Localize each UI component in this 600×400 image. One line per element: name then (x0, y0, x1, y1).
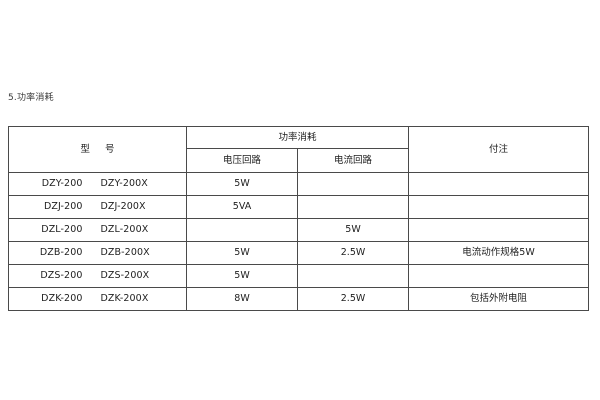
cell-model-base: DZB-200 (39, 247, 83, 258)
cell-voltage-circuit (186, 218, 298, 242)
column-header-model-label: 型 号 (80, 143, 121, 155)
cell-remark (408, 195, 590, 219)
cell-current-circuit (296, 195, 410, 219)
cell-remark (408, 218, 590, 242)
cell-model-variant: DZJ-200X (100, 201, 146, 212)
cell-model: DZY-200 DZY-200X (8, 172, 187, 196)
table-header: 型 号 功率消耗 付注 电压回路 电流回路 (8, 126, 590, 173)
cell-current-circuit: 2.5W (296, 241, 410, 265)
column-header-voltage-circuit: 电压回路 (186, 148, 298, 173)
cell-voltage-circuit: 5W (186, 264, 298, 288)
table-row: DZB-200 DZB-200X 5W 2.5W 电流动作规格5W (8, 241, 590, 265)
column-header-current-circuit: 电流回路 (296, 148, 410, 173)
cell-remark: 电流动作规格5W (408, 241, 590, 265)
cell-model-base: DZS-200 (40, 270, 83, 281)
table-row: DZS-200 DZS-200X 5W (8, 264, 590, 288)
cell-model-base: DZY-200 (41, 178, 83, 189)
cell-model: DZK-200 DZK-200X (8, 287, 187, 311)
cell-model-variant: DZK-200X (100, 293, 149, 304)
cell-current-circuit: 5W (296, 218, 410, 242)
cell-model-base: DZL-200 (41, 224, 83, 235)
cell-current-circuit: 2.5W (296, 287, 410, 311)
cell-model-variant: DZY-200X (100, 178, 148, 189)
cell-voltage-circuit: 5W (186, 172, 298, 196)
table-row: DZK-200 DZK-200X 8W 2.5W 包括外附电阻 (8, 287, 590, 311)
cell-model-variant: DZS-200X (100, 270, 150, 281)
cell-remark (408, 172, 590, 196)
cell-model-base: DZK-200 (41, 293, 83, 304)
cell-remark (408, 264, 590, 288)
table-row: DZL-200 DZL-200X 5W (8, 218, 590, 242)
cell-voltage-circuit: 8W (186, 287, 298, 311)
table-row: DZJ-200 DZJ-200X 5VA (8, 195, 590, 219)
table-body: DZY-200 DZY-200X 5W DZJ-200 DZJ-200X 5VA (8, 172, 590, 311)
section-title: 5.功率消耗 (8, 93, 54, 103)
cell-model-base: DZJ-200 (43, 201, 83, 212)
column-header-model: 型 号 (8, 126, 187, 173)
column-header-power-consumption: 功率消耗 (185, 126, 410, 149)
cell-model: DZJ-200 DZJ-200X (8, 195, 187, 219)
cell-model: DZB-200 DZB-200X (8, 241, 187, 265)
header-row-primary: 型 号 功率消耗 付注 (8, 126, 590, 173)
column-header-remark: 付注 (408, 126, 590, 173)
cell-voltage-circuit: 5W (186, 241, 298, 265)
cell-model-variant: DZL-200X (100, 224, 149, 235)
cell-model: DZL-200 DZL-200X (8, 218, 187, 242)
cell-remark: 包括外附电阻 (408, 287, 590, 311)
cell-model-variant: DZB-200X (100, 247, 150, 258)
power-consumption-table: 型 号 功率消耗 付注 电压回路 电流回路 DZY-200 DZY-200X 5W (8, 126, 590, 311)
cell-current-circuit (296, 172, 410, 196)
cell-current-circuit (296, 264, 410, 288)
cell-voltage-circuit: 5VA (186, 195, 298, 219)
cell-model: DZS-200 DZS-200X (8, 264, 187, 288)
table-row: DZY-200 DZY-200X 5W (8, 172, 590, 196)
